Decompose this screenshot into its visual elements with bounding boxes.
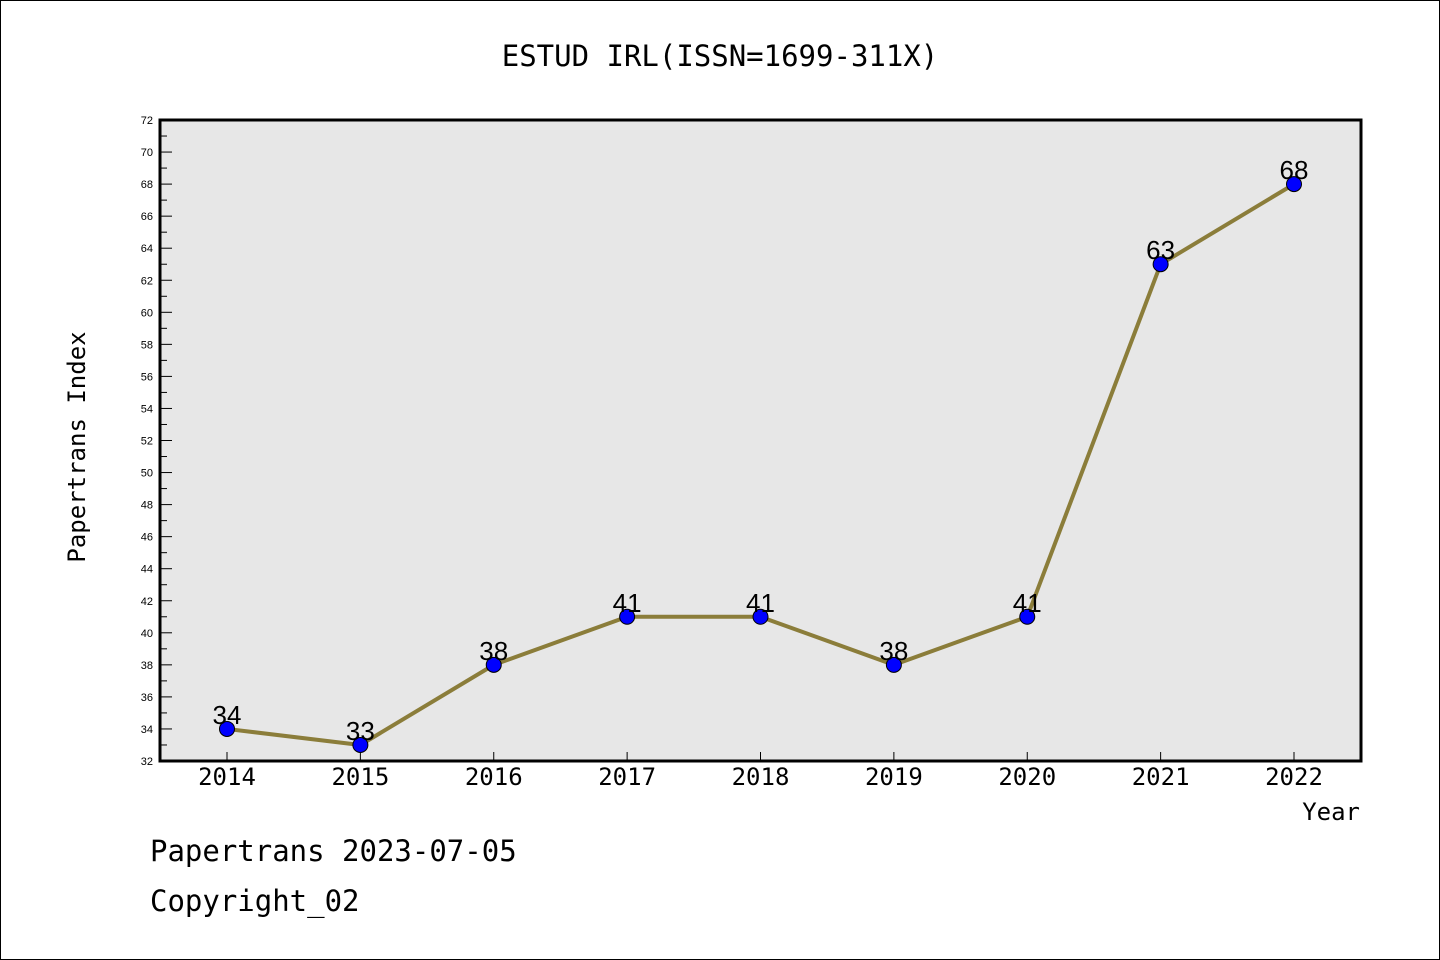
x-tick-label: 2016 [465, 763, 523, 791]
y-tick-label: 58 [141, 339, 153, 351]
data-label-group: 34 33 38 41 41 38 41 63 68 [213, 155, 1309, 746]
y-tick-label: 50 [141, 468, 153, 480]
data-label: 34 [213, 700, 242, 730]
x-tick-label: 2017 [598, 763, 656, 791]
y-tick-label: 40 [141, 628, 153, 640]
data-label: 41 [613, 588, 642, 618]
data-point [619, 608, 636, 625]
y-tick-label: 44 [141, 564, 153, 576]
y-tick-label: 42 [141, 596, 153, 608]
y-tick-label: 38 [141, 660, 153, 672]
x-tick-label: 2022 [1265, 763, 1323, 791]
x-axis-label: Year [1302, 798, 1360, 826]
footer-date: Papertrans 2023-07-05 [150, 834, 517, 868]
chart-title: ESTUD IRL(ISSN=1699-311X) [502, 39, 939, 73]
y-tick-label: 34 [141, 724, 153, 736]
y-tick-label: 56 [141, 371, 153, 383]
data-point [1152, 256, 1169, 273]
y-tick-label: 64 [141, 243, 153, 255]
y-tick-label: 52 [141, 436, 153, 448]
y-tick-label: 60 [141, 307, 153, 319]
data-label: 41 [746, 588, 775, 618]
data-label: 33 [346, 716, 375, 746]
y-axis-label: Papertrans Index [63, 331, 91, 562]
data-point [1019, 608, 1036, 625]
data-label: 38 [479, 636, 508, 666]
data-label: 38 [879, 636, 908, 666]
data-point [752, 608, 769, 625]
plot-area [158, 118, 1363, 763]
x-tick-label: 2019 [865, 763, 923, 791]
y-axis-ticks: 32 34 36 38 40 42 44 46 48 50 52 54 56 58 60 62 64 66 68 70… [141, 115, 172, 768]
x-tick-label: 2020 [998, 763, 1056, 791]
y-tick-label: 46 [141, 532, 153, 544]
y-tick-label: 54 [141, 403, 153, 415]
y-tick-label: 36 [141, 692, 153, 704]
y-tick-label: 72 [141, 115, 153, 127]
data-point [885, 656, 902, 673]
marker-group [219, 176, 1302, 753]
x-tick-label: 2014 [198, 763, 256, 791]
x-axis-ticks: 2014 2015 2016 2017 2018 2019 2020 2021 2022 [198, 752, 1323, 791]
y-tick-label: 48 [141, 500, 153, 512]
data-label: 63 [1146, 235, 1175, 265]
y-tick-label: 68 [141, 179, 153, 191]
data-point [219, 720, 235, 737]
data-label: 68 [1280, 155, 1309, 185]
x-tick-label: 2021 [1132, 763, 1190, 791]
y-tick-label: 70 [141, 147, 153, 159]
x-tick-label: 2018 [732, 763, 790, 791]
y-tick-label: 62 [141, 275, 153, 287]
data-label: 41 [1013, 588, 1042, 618]
data-point [485, 656, 502, 673]
x-tick-label: 2015 [331, 763, 389, 791]
y-tick-label: 32 [141, 756, 153, 768]
y-tick-label: 66 [141, 211, 153, 223]
data-point [1286, 176, 1302, 193]
data-point [352, 736, 369, 753]
footer-copyright: Copyright_02 [150, 884, 360, 918]
